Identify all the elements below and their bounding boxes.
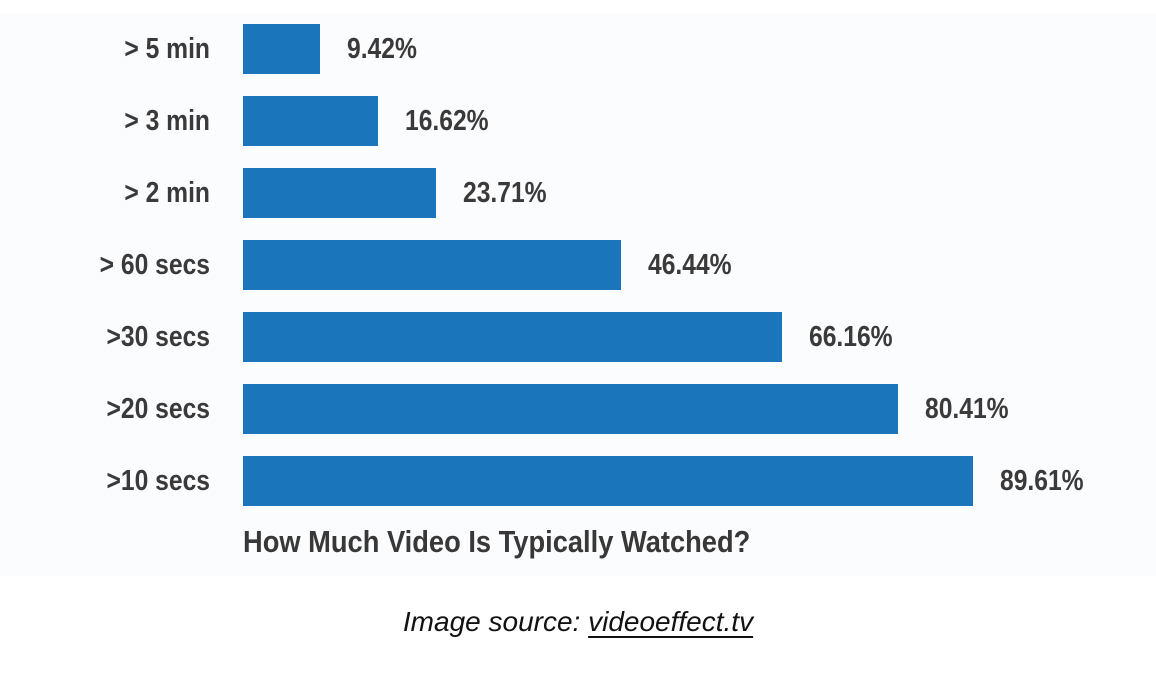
chart-row: > 60 secs 46.44% — [0, 229, 1156, 301]
chart-title: How Much Video Is Typically Watched? — [243, 524, 751, 559]
bar — [243, 312, 783, 362]
bar — [243, 96, 379, 146]
bar — [243, 240, 622, 290]
source-link[interactable]: videoeffect.tv — [588, 606, 754, 637]
value-label: 89.61% — [1000, 464, 1084, 497]
bar-chart: > 5 min 9.42% > 3 min 16.62% > 2 min 23.71% > … — [0, 13, 1156, 576]
chart-row: >10 secs 89.61% — [0, 445, 1156, 517]
bar-rows: > 5 min 9.42% > 3 min 16.62% > 2 min 23.71% > … — [0, 13, 1156, 517]
category-label: >10 secs — [106, 464, 210, 497]
chart-row: >30 secs 66.16% — [0, 301, 1156, 373]
bar — [243, 168, 437, 218]
value-label: 66.16% — [809, 320, 893, 353]
chart-row: > 5 min 9.42% — [0, 13, 1156, 85]
image-source-caption: Image source: videoeffect.tv — [0, 606, 1156, 638]
chart-row: > 3 min 16.62% — [0, 85, 1156, 157]
value-label: 23.71% — [463, 176, 547, 209]
category-label: >20 secs — [106, 392, 210, 425]
source-prefix-label: Image source: — [402, 606, 589, 637]
chart-row: > 2 min 23.71% — [0, 157, 1156, 229]
bar — [243, 456, 974, 506]
category-label: >30 secs — [106, 320, 210, 353]
value-label: 80.41% — [925, 392, 1009, 425]
category-label: > 60 secs — [99, 248, 210, 281]
value-label: 9.42% — [346, 32, 417, 65]
category-label: > 2 min — [124, 176, 210, 209]
category-label: > 3 min — [124, 104, 210, 137]
bar — [243, 24, 320, 74]
category-label: > 5 min — [124, 32, 210, 65]
bar — [243, 384, 899, 434]
value-label: 16.62% — [405, 104, 489, 137]
chart-row: >20 secs 80.41% — [0, 373, 1156, 445]
value-label: 46.44% — [648, 248, 732, 281]
